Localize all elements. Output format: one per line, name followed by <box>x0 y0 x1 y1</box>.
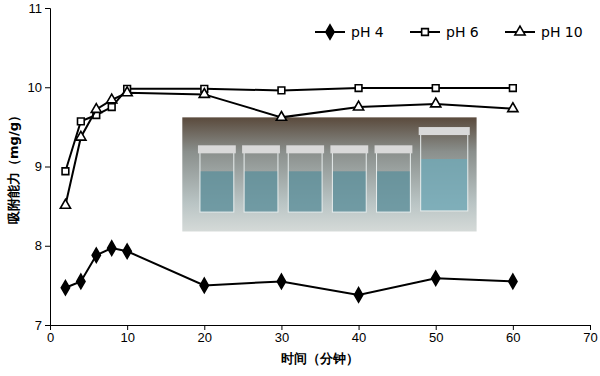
tick: 70 <box>583 325 597 345</box>
point <box>353 101 363 110</box>
photo-foil <box>330 145 368 153</box>
point <box>510 85 517 92</box>
tick-label: 10 <box>120 330 134 345</box>
tick-mark <box>45 167 50 168</box>
tick: 10 <box>28 80 50 95</box>
tick-label: 8 <box>35 238 42 253</box>
chart: 0 10 20 30 40 50 60 70 7 8 9 10 11 时间（分钟） 吸附能力（mg/g） pH… <box>0 0 600 376</box>
tick: 10 <box>120 325 134 345</box>
point <box>108 104 115 111</box>
point <box>277 274 285 288</box>
legend-item: pH 4 <box>315 24 384 40</box>
tick-mark <box>45 8 50 9</box>
axis-line <box>45 9 51 326</box>
point <box>108 241 116 255</box>
series-line <box>65 248 512 295</box>
point <box>91 104 101 113</box>
tick-label: 70 <box>583 330 597 345</box>
point <box>355 85 362 92</box>
photo-liquid <box>244 171 278 212</box>
tick-label: 30 <box>275 330 289 345</box>
point <box>77 274 85 288</box>
tick: 0 <box>47 325 54 345</box>
tick-label: 40 <box>352 330 366 345</box>
legend-label: pH 10 <box>541 24 583 40</box>
tick: 9 <box>35 159 50 174</box>
point <box>276 111 286 120</box>
series-line <box>65 93 512 206</box>
legend-marker <box>515 26 525 35</box>
photo-jar <box>377 149 411 212</box>
y-axis-title: 吸附能力（mg/g） <box>6 109 21 224</box>
tick-label: 10 <box>28 80 42 95</box>
x-axis-title: 时间（分钟） <box>281 351 359 366</box>
tick-mark <box>45 325 50 326</box>
tick: 50 <box>429 325 443 345</box>
point <box>76 131 86 140</box>
point <box>200 278 208 292</box>
photo-foil <box>375 145 413 153</box>
tick-mark <box>45 87 50 88</box>
photo-jar <box>288 149 322 212</box>
tick: 8 <box>35 238 50 253</box>
point <box>78 118 85 125</box>
legend-marker <box>326 25 334 39</box>
plot: 0 10 20 30 40 50 60 70 7 8 9 10 11 时间（分钟） 吸附能力（mg/g） pH… <box>6 1 598 366</box>
tick: 11 <box>29 1 51 16</box>
photo-jar <box>244 149 278 212</box>
inset-photo <box>182 117 476 231</box>
tick: 30 <box>275 325 289 345</box>
photo-liquid <box>288 171 322 212</box>
photo-liquid <box>200 171 234 212</box>
point <box>62 168 69 175</box>
photo-liquid <box>421 159 468 211</box>
legend-label: pH 6 <box>446 24 479 40</box>
legend-marker <box>422 29 429 36</box>
photo-jar <box>421 131 468 211</box>
photo-foil <box>286 145 324 153</box>
x-axis: 0 10 20 30 40 50 60 70 <box>47 325 598 345</box>
point <box>432 271 440 285</box>
point <box>431 98 441 107</box>
tick-label: 7 <box>35 318 42 333</box>
y-axis: 7 8 9 10 11 <box>28 1 51 333</box>
tick: 7 <box>35 318 50 333</box>
point <box>107 94 117 103</box>
legend-label: pH 4 <box>351 24 384 40</box>
photo-background <box>182 117 476 231</box>
series-group <box>60 85 518 302</box>
point <box>508 103 518 112</box>
tick-label: 60 <box>506 330 520 345</box>
legend-item: pH 10 <box>505 24 583 40</box>
tick: 40 <box>352 325 366 345</box>
tick-label: 20 <box>198 330 212 345</box>
point <box>199 88 209 97</box>
point <box>354 288 362 302</box>
point <box>509 274 517 288</box>
point <box>60 199 70 208</box>
legend: pH 4 pH 6 pH 10 <box>315 24 583 40</box>
point <box>61 281 69 295</box>
photo-foil <box>198 145 236 153</box>
point <box>278 87 285 94</box>
photo-jar <box>332 149 366 212</box>
photo-foil <box>242 145 280 153</box>
legend-item: pH 6 <box>410 24 479 40</box>
photo-liquid <box>377 171 411 212</box>
photo-jar <box>200 149 234 212</box>
tick-label: 0 <box>47 330 54 345</box>
tick-label: 9 <box>35 159 42 174</box>
point <box>432 85 439 92</box>
tick-label: 11 <box>29 1 43 16</box>
photo-foil <box>419 127 470 135</box>
tick-label: 50 <box>429 330 443 345</box>
photo-liquid <box>332 171 366 212</box>
tick: 20 <box>198 325 212 345</box>
series-line <box>65 88 512 171</box>
point <box>123 244 131 258</box>
tick: 60 <box>506 325 520 345</box>
point <box>92 248 100 262</box>
tick-mark <box>45 246 50 247</box>
point <box>122 87 132 96</box>
